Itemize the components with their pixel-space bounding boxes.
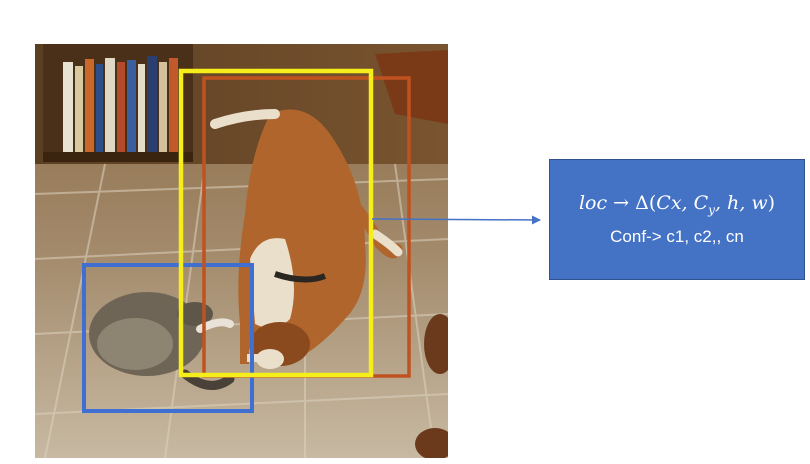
bookshelf [43, 44, 193, 162]
dog [210, 109, 403, 369]
loc-open-paren: ( [648, 191, 657, 214]
loc-cy-sub: y [708, 202, 715, 217]
prediction-output-box: loc → Δ(Cx, Cy, h, w) Conf-> c1, c2,, cn [549, 159, 805, 280]
detection-photo [35, 44, 448, 458]
loc-cx: Cx, [656, 191, 694, 214]
loc-delta: Δ [635, 191, 649, 214]
loc-formula: loc → Δ(Cx, Cy, h, w) [579, 191, 775, 222]
loc-arrow: → [613, 191, 630, 214]
loc-close-paren: ) [767, 191, 776, 214]
loc-label: loc [578, 191, 608, 214]
loc-rest: , h, w [714, 191, 768, 214]
cat-bounding-box [82, 263, 254, 413]
loc-cy-base: C [693, 191, 709, 214]
dog-bounding-box-yellow [178, 68, 374, 378]
furniture-leg [424, 314, 448, 374]
conf-text: Conf-> c1, c2,, cn [610, 227, 744, 247]
furniture-leg [415, 428, 448, 458]
armchair [375, 50, 448, 124]
